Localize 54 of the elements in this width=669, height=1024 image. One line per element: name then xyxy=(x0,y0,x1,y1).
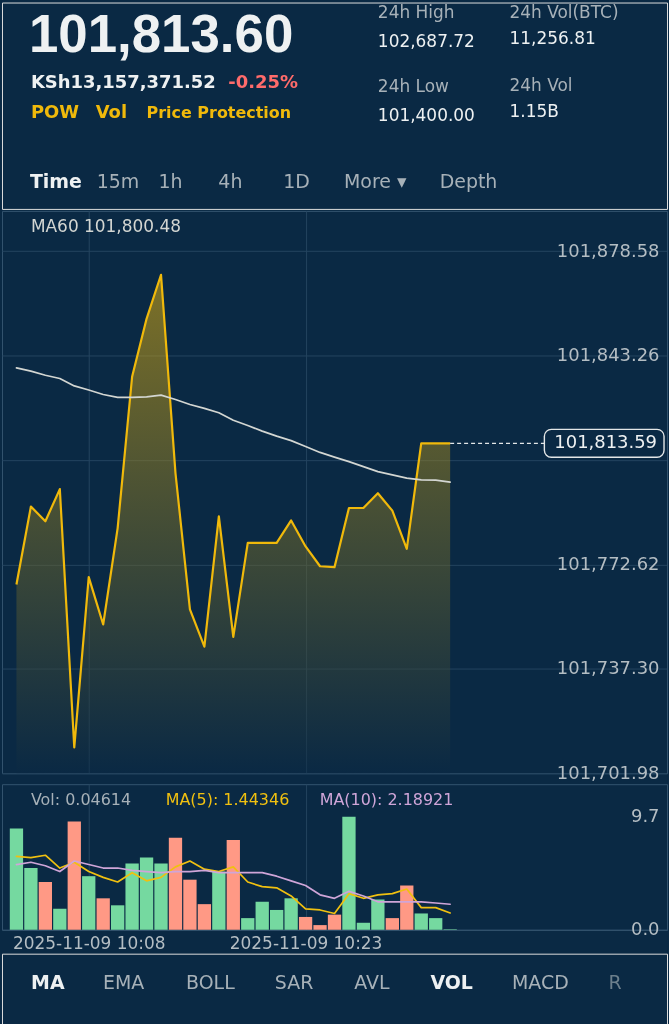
y-tick-label: 101,701.98 xyxy=(556,761,660,783)
y-tick-label: 101,843.26 xyxy=(556,344,660,366)
text: MA(10): 2.18921 xyxy=(319,790,454,810)
text: 24h Low xyxy=(377,76,450,97)
text: More ▾ xyxy=(343,169,407,192)
text: MA xyxy=(31,970,65,993)
text: SAR xyxy=(274,970,314,993)
y-tick-label: 9.7 xyxy=(631,805,660,827)
text: Depth xyxy=(439,169,498,192)
text: AVL xyxy=(354,970,390,993)
y-tick-label: 101,772.62 xyxy=(556,552,660,574)
ref-line-label: 101,813.59 xyxy=(554,431,658,453)
text: MA60 101,800.48 xyxy=(30,215,182,236)
text: POW xyxy=(30,101,80,123)
text: 1h xyxy=(158,169,183,192)
y-tick-label: 0.0 xyxy=(631,918,660,940)
text: 24h Vol(BTC) xyxy=(509,2,619,23)
text: 24h High xyxy=(377,2,455,23)
text: 1.15B xyxy=(509,101,559,122)
text: BOLL xyxy=(186,970,236,993)
line-series xyxy=(15,860,451,906)
text: -0.25% xyxy=(228,71,299,93)
text: 101,813.60 xyxy=(28,4,294,64)
bar xyxy=(96,898,110,930)
x-tick-label: 2025-11-09 10:08 xyxy=(12,933,166,954)
bar xyxy=(241,918,255,930)
x-tick-label: 2025-11-09 10:23 xyxy=(229,933,383,954)
text: Time xyxy=(29,169,82,192)
text: Vol xyxy=(95,101,128,123)
annotation: Vol: 0.04614 xyxy=(30,790,132,810)
bar xyxy=(67,821,81,930)
text: 4h xyxy=(218,169,243,192)
line-series xyxy=(15,854,451,915)
text: MA(5): 1.44346 xyxy=(165,790,290,810)
text: KSh13,157,371.52 xyxy=(30,71,216,93)
y-tick-label: 101,737.30 xyxy=(556,657,660,679)
text: VOL xyxy=(430,970,473,993)
y-tick-label: 101,878.58 xyxy=(556,239,660,261)
text: 15m xyxy=(96,169,140,192)
text: 24h Vol xyxy=(509,75,573,96)
bar xyxy=(226,840,240,930)
text: 1D xyxy=(283,169,310,192)
text: MACD xyxy=(511,970,569,993)
bar xyxy=(82,876,96,930)
bar xyxy=(212,871,226,930)
text: EMA xyxy=(103,970,145,993)
text: R xyxy=(608,970,622,993)
text: 11,256.81 xyxy=(509,28,596,49)
text: Price Protection xyxy=(146,103,292,123)
line-series xyxy=(15,367,451,483)
bar xyxy=(53,908,67,930)
bar xyxy=(38,882,53,930)
text: 102,687.72 xyxy=(377,31,475,52)
text: 101,400.00 xyxy=(377,105,475,126)
